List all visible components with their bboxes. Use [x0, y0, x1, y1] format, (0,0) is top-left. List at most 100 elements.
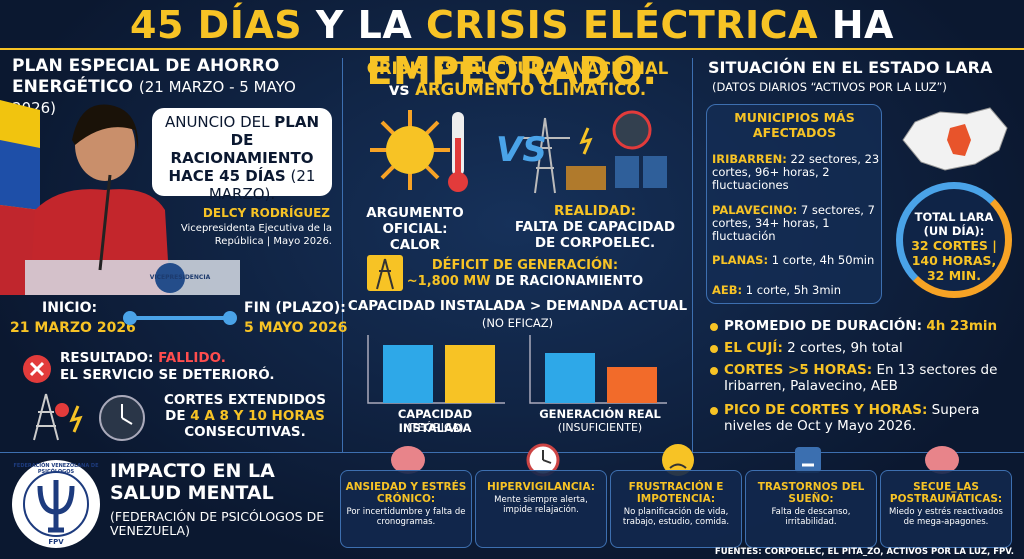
cuts-line: DE: [165, 408, 186, 424]
fail-icon: [23, 355, 51, 383]
title: 45 DÍAS Y LA CRISIS ELÉCTRICA HA EMPEORA…: [0, 2, 1024, 94]
card-title: ANSIEDAD Y ESTRÉS CRÓNICO:: [345, 481, 467, 505]
title-part: CRISIS ELÉCTRICA: [425, 3, 818, 47]
card-title: FRUSTRACIÓN E IMPOTENCIA:: [628, 481, 724, 505]
bullet-label: PROMEDIO DE DURACIÓN:: [724, 318, 923, 334]
plan-heading: PLAN ESPECIAL DE AHORRO ENERGÉTICO (21 M…: [12, 56, 342, 119]
chart-label: CAPACIDAD INSTALADA: [397, 407, 473, 435]
tower-icon: [367, 255, 403, 291]
card-title: SECUE_LAS POSTRAUMÁTICAS:: [889, 481, 1003, 505]
cuts-icons: [33, 393, 145, 441]
bullet-label: PICO DE CORTES Y HORAS:: [724, 402, 928, 418]
box-title: MUNICIPIOS MÁS AFECTADOS: [734, 110, 855, 140]
comparison-note: (NO EFICAZ): [481, 316, 554, 330]
divider: [342, 58, 343, 453]
title-part: HA: [831, 3, 894, 47]
heading-text: PLAN ESPECIAL DE AHORRO ENERGÉTICO: [12, 56, 280, 97]
argument: ARGUMENTO OFICIAL: CALOR: [366, 205, 464, 253]
timeline: [130, 316, 230, 320]
municipality: PLANAS: 1 corte, 4h 50min: [712, 254, 884, 267]
impact-card: HIPERVIGILANCIA: Mente siempre alerta, im…: [475, 470, 607, 548]
result: RESULTADO: FALLIDO. EL SERVICIO SE DETER…: [60, 350, 275, 384]
bullet-value: En 13 sectores de Iribarren, Palavecino,…: [724, 362, 998, 394]
sources: FUENTES: CORPOELEC, EL PITA_ZO, ACTIVOS …: [714, 547, 1014, 557]
person-role: Vicepresidenta Ejecutiva de la República…: [180, 223, 332, 247]
end-label: FIN (PLAZO):: [244, 300, 346, 316]
person-name: DELCY RODRÍGUEZ: [202, 206, 330, 220]
total-ring: [896, 182, 1012, 298]
municipality: IRIBARREN: 22 sectores, 23 cortes, 96+ h…: [712, 153, 884, 192]
municipality-detail: 22 sectores, 23 cortes, 96+ horas, 2 flu…: [712, 152, 880, 192]
logo-text: FEDERACIÓN VENEZOLANA DE PSICÓLOGOS: [13, 463, 99, 475]
reality-text: FALTA DE CAPACIDAD DE CORPOELEC.: [514, 219, 676, 251]
card-title: TRASTORNOS DEL SUEÑO:: [757, 481, 865, 505]
start-label: INICIO:: [42, 300, 98, 316]
reality: REALIDAD: FALTA DE CAPACIDAD DE CORPOELE…: [510, 203, 680, 251]
deficit: DÉFICIT DE GENERACIÓN: ~1,800 MW DE RACI…: [405, 258, 645, 290]
municipality-detail: 1 corte, 4h 50min: [771, 253, 875, 267]
impact-card: ANSIEDAD Y ESTRÉS CRÓNICO: Por incertidum…: [340, 470, 472, 548]
mental-heading: IMPACTO EN LA SALUD MENTAL: [110, 460, 275, 504]
lara-heading: SITUACIÓN EN EL ESTADO LARA: [708, 58, 993, 77]
card-title: HIPERVIGILANCIA:: [487, 481, 595, 493]
logo-abbr: FPV: [48, 538, 64, 546]
vs: VS: [496, 130, 547, 170]
chart-label: GENERACIÓN REAL: [539, 407, 661, 421]
cuts-text: CORTES EXTENDIDOS DE 4 A 8 Y 10 HORAS CO…: [150, 392, 340, 440]
cuts-line: CONSECUTIVAS.: [184, 424, 306, 440]
municipalities-panel: [706, 104, 882, 304]
bullet: PICO DE CORTES Y HORAS: Supera niveles d…: [708, 402, 1008, 434]
municipality-name: IRIBARREN:: [712, 152, 787, 166]
card-text: Por incertidumbre y falta de cronogramas…: [346, 507, 466, 527]
municipality-name: PLANAS:: [712, 253, 769, 267]
mental-source: (FEDERACIÓN DE PSICÓLOGOS DE VENEZUELA): [110, 509, 325, 538]
deficit-value: ~1,800 MW: [406, 274, 491, 289]
title-part: 45 DÍAS: [130, 3, 303, 47]
end-date: 5 MAYO 2026: [244, 320, 348, 336]
bullet-label: EL CUJÍ:: [724, 340, 783, 356]
comparison: CAPACIDAD INSTALADA > DEMANDA ACTUAL: [347, 298, 688, 314]
title-part: EMPEORADO.: [366, 49, 658, 93]
center-heading: CRISIS ESTRUCTURAL NACIONAL vs ARGUMENTO…: [345, 58, 690, 100]
chart-note: (INSUFICIENTE): [557, 421, 643, 434]
result-note: EL SERVICIO SE DETERIORÓ.: [60, 367, 275, 383]
municipality-detail: 1 corte, 5h 3min: [745, 283, 841, 297]
heading-text: vs: [388, 80, 410, 99]
reality-label: REALIDAD:: [554, 203, 636, 219]
speech-bubble: ANUNCIO DEL PLAN DE RACIONAMIENTO HACE 4…: [152, 108, 332, 203]
municipality-name: AEB:: [712, 283, 743, 297]
bubble-text: (21 MARZO).: [208, 167, 316, 203]
municipality-detail: 7 sectores, 7 cortes, 34+ horas, 1 fluct…: [712, 203, 875, 243]
photo: [0, 100, 240, 295]
timeline-dot: [123, 311, 137, 325]
bullet: EL CUJÍ: 2 cortes, 9h total: [708, 340, 1008, 356]
card-icons: [391, 443, 959, 477]
bullet-value: Supera niveles de Oct y Mayo 2026.: [724, 402, 980, 434]
podium-text: VICEPRESIDENCIA: [149, 274, 211, 281]
bullet: CORTES >5 HORAS: En 13 sectores de Iriba…: [708, 362, 1008, 394]
card-text: Miedo y estrés reactivados de mega-apago…: [889, 507, 1003, 527]
climate-icons: [370, 110, 667, 194]
card-text: No planificación de vida, trabajo, estud…: [622, 507, 730, 527]
result-value: FALLIDO.: [158, 350, 226, 366]
impact-card: TRASTORNOS DEL SUEÑO: Falta de descanso, …: [745, 470, 877, 548]
heading-text: ARGUMENTO CLIMÁTICO.: [415, 80, 647, 99]
bullet-value: 4h 23min: [926, 318, 998, 334]
municipality-name: PALAVECINO:: [712, 203, 798, 217]
divider: [692, 58, 693, 453]
impact-card: FRUSTRACIÓN E IMPOTENCIA: No planificació…: [610, 470, 742, 548]
deficit-note: DE RACIONAMIENTO: [495, 274, 644, 289]
bullet-value: 2 cortes, 9h total: [787, 340, 903, 356]
bubble-highlight: PLAN DE RACIONAMIENTO HACE 45 DÍAS: [168, 113, 320, 185]
result-label: RESULTADO:: [60, 350, 154, 366]
lara-map: [902, 107, 1008, 171]
title-part: Y LA: [315, 3, 413, 47]
impact-card: SECUE_LAS POSTRAUMÁTICAS: Miedo y estrés …: [880, 470, 1012, 548]
comparison-charts: [367, 335, 667, 404]
bullet: PROMEDIO DE DURACIÓN: 4h 23min: [708, 318, 1008, 334]
cuts-highlight: 4 A 8 Y 10 HORAS: [190, 408, 325, 424]
fpv-logo: [12, 460, 100, 548]
bullet-label: CORTES >5 HORAS:: [724, 362, 873, 378]
card-text: Mente siempre alerta, impide relajación.: [494, 495, 588, 515]
